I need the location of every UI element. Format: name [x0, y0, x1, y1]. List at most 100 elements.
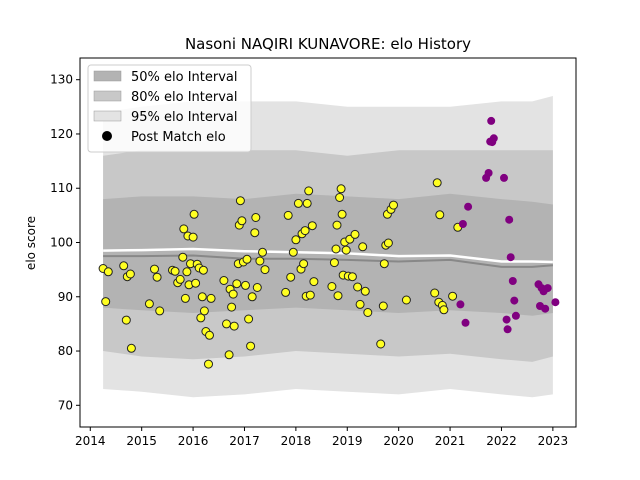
- data-point: [237, 216, 247, 226]
- data-point: [125, 269, 135, 279]
- data-point: [461, 318, 470, 327]
- data-point: [341, 245, 351, 255]
- data-point: [189, 209, 199, 219]
- data-point: [541, 304, 550, 313]
- data-point: [360, 286, 370, 296]
- data-point: [252, 283, 262, 292]
- plot-area: [98, 96, 560, 398]
- axes: 2014 2015 2016 2017 2018 2019 2020 2021 2022 2023…: [50, 57, 577, 448]
- data-point: [304, 186, 314, 196]
- data-point: [155, 306, 165, 316]
- data-point: [204, 359, 213, 369]
- legend-swatch: [93, 110, 122, 122]
- data-point: [505, 215, 514, 224]
- data-point: [363, 308, 373, 317]
- data-point: [222, 319, 231, 329]
- data-point: [126, 343, 136, 353]
- data-point: [456, 300, 465, 309]
- series-0: [98, 178, 463, 369]
- data-point: [175, 274, 185, 284]
- data-point: [182, 267, 192, 277]
- data-point: [250, 228, 260, 238]
- data-point: [144, 299, 154, 309]
- data-point: [170, 266, 180, 276]
- y-tick-label: 90: [58, 290, 73, 304]
- data-point: [152, 272, 162, 282]
- data-point: [281, 287, 291, 297]
- y-tick-label: 80: [58, 344, 73, 358]
- data-point: [378, 301, 388, 311]
- data-point: [241, 280, 250, 290]
- y-tick-label: 120: [50, 127, 73, 141]
- data-point: [389, 200, 398, 210]
- data-point: [305, 290, 315, 300]
- band-50: [103, 193, 553, 316]
- data-point: [247, 292, 257, 302]
- legend-swatch: [93, 70, 122, 82]
- data-point: [430, 288, 440, 298]
- data-point: [228, 289, 238, 299]
- legend-label: Post Match elo: [131, 130, 226, 145]
- x-tick-label: 2018: [281, 434, 312, 448]
- data-point: [347, 272, 357, 282]
- y-tick-label: 130: [50, 73, 73, 87]
- data-point: [307, 221, 317, 231]
- data-point: [458, 220, 467, 228]
- data-point: [180, 293, 190, 303]
- data-point: [232, 279, 242, 289]
- legend-label: 80% elo Interval: [131, 90, 238, 105]
- data-point: [198, 265, 208, 275]
- data-point: [506, 253, 515, 262]
- data-point: [464, 202, 473, 211]
- data-point: [229, 321, 239, 331]
- data-point: [246, 341, 256, 351]
- data-point: [503, 325, 512, 334]
- data-point: [244, 314, 254, 324]
- legend-label: 50% elo Interval: [131, 70, 238, 85]
- y-tick-label: 70: [58, 398, 73, 412]
- data-point: [329, 258, 339, 268]
- data-point: [286, 272, 296, 282]
- x-tick-label: 2016: [178, 434, 209, 448]
- y-axis-label: elo score: [24, 216, 38, 270]
- data-point: [283, 210, 293, 220]
- data-point: [335, 193, 345, 202]
- data-point: [205, 330, 214, 340]
- data-point: [188, 232, 198, 242]
- data-point: [199, 306, 209, 316]
- x-tick-label: 2014: [75, 434, 106, 448]
- data-point: [260, 265, 270, 275]
- data-point: [327, 282, 337, 291]
- data-point: [383, 238, 393, 248]
- data-point: [448, 291, 458, 301]
- data-point: [508, 277, 517, 285]
- data-point: [235, 196, 245, 206]
- data-point: [331, 244, 341, 254]
- data-point: [439, 305, 449, 315]
- data-point: [355, 299, 365, 309]
- data-point: [288, 247, 298, 257]
- data-point: [543, 284, 552, 293]
- data-point: [432, 178, 442, 188]
- x-tick-label: 2022: [486, 434, 517, 448]
- data-point: [350, 229, 360, 239]
- data-point: [197, 292, 207, 302]
- data-point: [435, 210, 445, 220]
- data-point: [206, 293, 216, 303]
- data-point: [291, 235, 301, 245]
- data-point: [150, 264, 159, 274]
- x-tick-label: 2017: [229, 434, 260, 448]
- data-point: [358, 242, 368, 252]
- data-point: [224, 350, 234, 360]
- series-1: [456, 116, 560, 334]
- data-point: [376, 339, 386, 349]
- data-point: [337, 209, 347, 219]
- x-tick-label: 2020: [383, 434, 414, 448]
- data-point: [500, 173, 508, 182]
- data-point: [196, 313, 206, 323]
- data-point: [379, 259, 389, 269]
- legend-swatch: [93, 90, 122, 102]
- data-point: [255, 256, 265, 266]
- x-tick-label: 2019: [332, 434, 363, 448]
